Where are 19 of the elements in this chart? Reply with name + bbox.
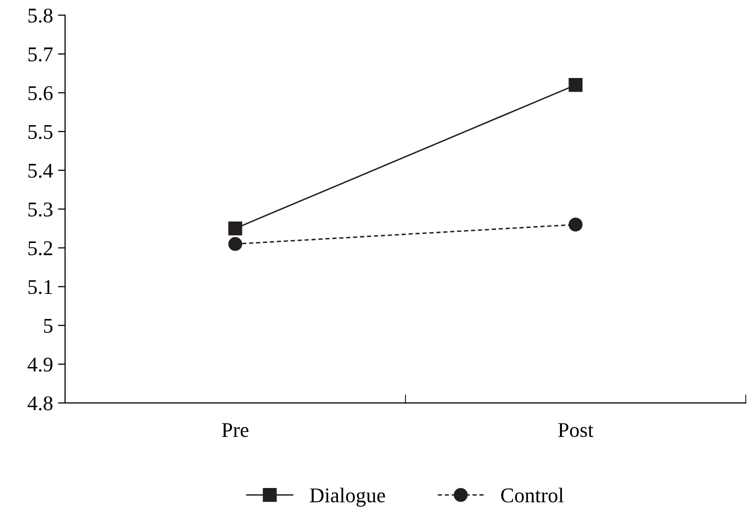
y-tick-label: 4.9: [28, 358, 52, 372]
point: [228, 222, 242, 236]
x-tick-label: Pre: [222, 423, 248, 438]
point: [568, 78, 583, 92]
y-tick-label: 5.2: [28, 241, 52, 256]
y-tick-label: 5.6: [28, 86, 53, 100]
y-tick-label: 5: [44, 318, 52, 333]
y-tick-label: 4.8: [28, 396, 52, 410]
y-tick-label: 5.5: [28, 125, 52, 140]
y-tick-label: 5.3: [28, 202, 52, 217]
legend-label: Control: [501, 488, 564, 502]
y-tick-label: 5.7: [28, 48, 53, 62]
y-tick-label: 5.8: [28, 8, 52, 23]
y-tick-label: 5.4: [28, 164, 53, 178]
point: [228, 237, 242, 251]
point: [568, 218, 583, 232]
x-tick-label: Post: [558, 423, 594, 438]
legend-label: Dialogue: [310, 488, 386, 507]
y-tick-label: 5.1: [28, 280, 52, 294]
